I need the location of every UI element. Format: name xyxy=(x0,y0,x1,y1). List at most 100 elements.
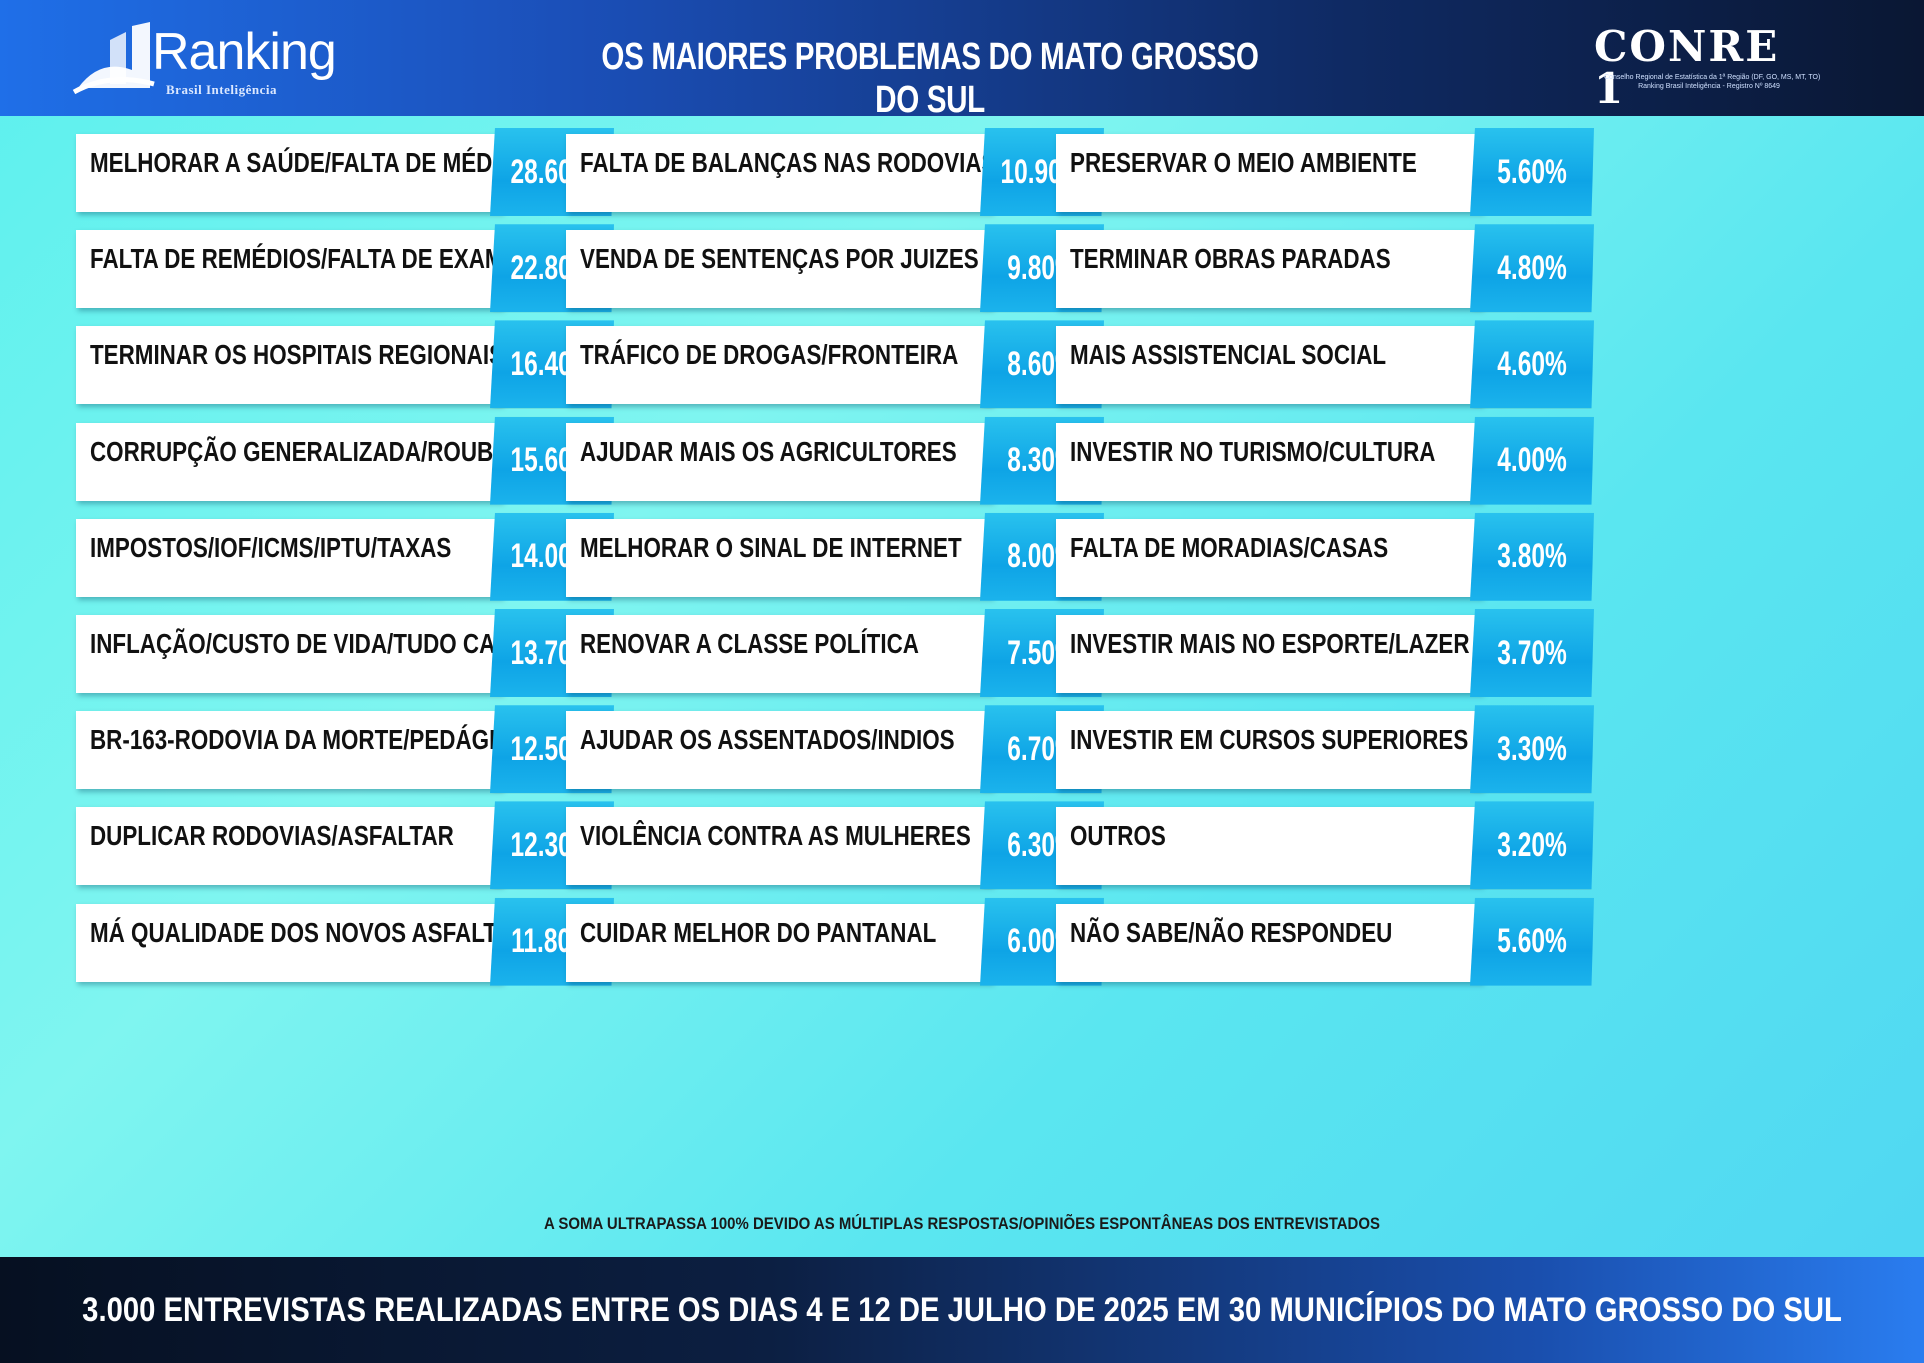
problem-label: INVESTIR EM CURSOS SUPERIORES xyxy=(1070,724,1469,756)
page-title: OS MAIORES PROBLEMAS DO MATO GROSSO DO S… xyxy=(601,36,1259,121)
problem-label-box xyxy=(566,326,992,405)
problem-value-box: 3.30% xyxy=(1470,705,1594,794)
problem-card: DUPLICAR RODOVIAS/ASFALTAR 12.30% xyxy=(60,797,615,893)
problem-label-box xyxy=(566,711,992,790)
problem-label-box xyxy=(566,615,992,693)
problem-label: INVESTIR MAIS NO ESPORTE/LAZER xyxy=(1070,628,1470,659)
problem-value-box: 4.60% xyxy=(1470,320,1594,409)
problem-label-box xyxy=(1056,230,1482,309)
problem-label: MAIS ASSISTENCIAL SOCIAL xyxy=(1070,339,1387,371)
footer-bar: 3.000 ENTREVISTAS REALIZADAS ENTRE OS DI… xyxy=(0,1257,1924,1363)
problem-label-box xyxy=(76,422,502,501)
conre-logo-word: CONRE 1 xyxy=(1594,22,1780,113)
problem-card: AJUDAR MAIS OS AGRICULTORES 8.30% xyxy=(550,413,1105,509)
problem-label: DUPLICAR RODOVIAS/ASFALTAR xyxy=(90,820,454,852)
conre-logo-line1: Conselho Regional de Estatística da 1ª R… xyxy=(1604,74,1821,81)
problem-label: AJUDAR MAIS OS AGRICULTORES xyxy=(580,435,957,467)
problem-value: 4.60% xyxy=(1497,344,1567,383)
problem-card: NÃO SABE/NÃO RESPONDEU 5.60% xyxy=(1040,894,1595,990)
ranking-logo-sub: Brasil Inteligência xyxy=(166,82,277,97)
problem-card: TERMINAR OBRAS PARADAS 4.80% xyxy=(1040,220,1595,316)
problem-card: CUIDAR MELHOR DO PANTANAL 6.00% xyxy=(550,894,1105,990)
problem-value: 4.80% xyxy=(1497,248,1567,287)
problem-card: IMPOSTOS/IOF/ICMS/IPTU/TAXAS 14.00% xyxy=(60,509,615,605)
problem-label: CUIDAR MELHOR DO PANTANAL xyxy=(580,916,937,948)
problem-label: FALTA DE MORADIAS/CASAS xyxy=(1070,531,1389,563)
problem-card: VENDA DE SENTENÇAS POR JUIZES 9.80% xyxy=(550,220,1105,316)
problem-label-box xyxy=(566,230,992,309)
problem-label-box xyxy=(1056,326,1482,405)
problem-label: BR-163-RODOVIA DA MORTE/PEDÁGIO xyxy=(90,724,513,756)
problem-label: FALTA DE REMÉDIOS/FALTA DE EXAMES xyxy=(90,243,534,275)
problem-value: 3.80% xyxy=(1497,537,1567,576)
problem-label-box xyxy=(566,518,992,597)
problem-card: OUTROS 3.20% xyxy=(1040,797,1595,893)
conre-logo-line2: Ranking Brasil Inteligência - Registro N… xyxy=(1638,83,1780,90)
problem-value-box: 3.80% xyxy=(1470,512,1594,601)
problem-card: FALTA DE REMÉDIOS/FALTA DE EXAMES 22.80% xyxy=(60,220,615,316)
problem-card: MELHORAR O SINAL DE INTERNET 8.00% xyxy=(550,509,1105,605)
problem-card: MÁ QUALIDADE DOS NOVOS ASFALTOS 11.80% xyxy=(60,894,615,990)
problem-card: INVESTIR NO TURISMO/CULTURA 4.00% xyxy=(1040,413,1595,509)
problem-card: MAIS ASSISTENCIAL SOCIAL 4.60% xyxy=(1040,316,1595,412)
problem-label-box xyxy=(1056,422,1482,501)
problem-label-box xyxy=(566,903,992,982)
problem-label-box xyxy=(566,807,992,886)
problem-label-box xyxy=(76,230,502,309)
problem-label-box xyxy=(1056,807,1482,886)
problem-label-box xyxy=(76,326,502,405)
footer-text: 3.000 ENTREVISTAS REALIZADAS ENTRE OS DI… xyxy=(82,1290,1842,1329)
problem-card: VIOLÊNCIA CONTRA AS MULHERES 6.30% xyxy=(550,797,1105,893)
problem-label: AJUDAR OS ASSENTADOS/INDIOS xyxy=(580,724,955,756)
header: Ranking Brasil Inteligência OS MAIORES P… xyxy=(0,0,1924,121)
problem-label: RENOVAR A CLASSE POLÍTICA xyxy=(580,628,919,659)
problem-card: RENOVAR A CLASSE POLÍTICA 7.50% xyxy=(550,605,1105,701)
problem-value: 3.20% xyxy=(1497,825,1567,864)
problem-label-box xyxy=(76,615,502,693)
problem-label: IMPOSTOS/IOF/ICMS/IPTU/TAXAS xyxy=(90,531,452,563)
problem-label: INFLAÇÃO/CUSTO DE VIDA/TUDO CARO xyxy=(90,628,529,659)
problem-label-box xyxy=(566,422,992,501)
problem-label-box xyxy=(76,518,502,597)
ranking-logo-word: Ranking xyxy=(152,23,337,81)
problem-value: 4.00% xyxy=(1497,441,1567,480)
problem-value: 5.60% xyxy=(1497,922,1567,961)
problem-label: NÃO SABE/NÃO RESPONDEU xyxy=(1070,916,1393,948)
problem-card: BR-163-RODOVIA DA MORTE/PEDÁGIO 12.50% xyxy=(60,701,615,797)
problem-label: TERMINAR OS HOSPITAIS REGIONAIS xyxy=(90,339,505,371)
problem-value: 3.70% xyxy=(1497,633,1567,672)
problem-card: FALTA DE BALANÇAS NAS RODOVIAS 10.90% xyxy=(550,124,1105,220)
conre-logo: CONRE 1 Conselho Regional de Estatística… xyxy=(1590,26,1821,110)
footnote: A SOMA ULTRAPASSA 100% DEVIDO AS MÚLTIPL… xyxy=(544,1214,1380,1233)
problem-label: VENDA DE SENTENÇAS POR JUIZES xyxy=(580,243,979,275)
problem-label: OUTROS xyxy=(1070,820,1166,852)
problem-card: CORRUPÇÃO GENERALIZADA/ROUBOS 15.60% xyxy=(60,413,615,509)
ranking-building-icon xyxy=(72,22,155,95)
problem-label-box xyxy=(76,903,502,982)
problem-card: AJUDAR OS ASSENTADOS/INDIOS 6.70% xyxy=(550,701,1105,797)
problem-label: TERMINAR OBRAS PARADAS xyxy=(1070,243,1391,275)
problem-card: INFLAÇÃO/CUSTO DE VIDA/TUDO CARO 13.70% xyxy=(60,605,615,701)
problem-label: MÁ QUALIDADE DOS NOVOS ASFALTOS xyxy=(90,916,529,948)
problem-label: VIOLÊNCIA CONTRA AS MULHERES xyxy=(580,820,971,852)
problem-label: PRESERVAR O MEIO AMBIENTE xyxy=(1070,147,1417,178)
problem-value-box: 5.60% xyxy=(1470,897,1594,986)
problem-card: PRESERVAR O MEIO AMBIENTE 5.60% xyxy=(1040,124,1595,220)
problem-value-box: 5.60% xyxy=(1470,128,1594,216)
ranking-logo: Ranking Brasil Inteligência xyxy=(70,18,360,98)
problem-value: 3.30% xyxy=(1497,729,1567,768)
problem-card: MELHORAR A SAÚDE/FALTA DE MÉDICOS 28.60% xyxy=(60,124,615,220)
problem-label-box xyxy=(1056,134,1482,212)
problem-label-box xyxy=(76,711,502,790)
problem-label: MELHORAR O SINAL DE INTERNET xyxy=(580,531,962,563)
problem-value-box: 3.20% xyxy=(1470,801,1594,890)
problem-label-box xyxy=(1056,903,1482,982)
problem-card: TRÁFICO DE DROGAS/FRONTEIRA 8.60% xyxy=(550,316,1105,412)
problem-label-box xyxy=(1056,615,1482,693)
problem-label: TRÁFICO DE DROGAS/FRONTEIRA xyxy=(580,339,959,371)
problem-label: INVESTIR NO TURISMO/CULTURA xyxy=(1070,435,1436,467)
problem-value-box: 4.00% xyxy=(1470,416,1594,505)
problem-label-box xyxy=(76,807,502,886)
problem-label: FALTA DE BALANÇAS NAS RODOVIAS xyxy=(580,147,997,178)
problem-label-box xyxy=(1056,711,1482,790)
